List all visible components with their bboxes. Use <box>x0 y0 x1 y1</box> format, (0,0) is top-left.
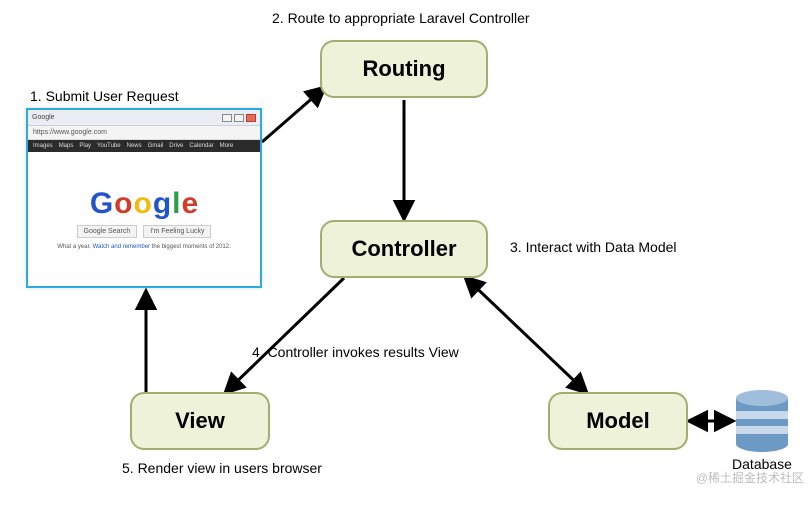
step-3-label: 3. Interact with Data Model <box>510 239 677 255</box>
view-node: View <box>130 392 270 450</box>
menu-item: Maps <box>59 143 74 149</box>
menu-item: Gmail <box>148 143 164 149</box>
browser-menubar: Images Maps Play YouTube News Gmail Drive Calen… <box>28 140 260 152</box>
menu-item: Drive <box>169 143 183 149</box>
browser-titlebar: Google <box>28 110 260 126</box>
address-text: https://www.google.com <box>33 129 107 136</box>
menu-item: News <box>127 143 142 149</box>
step-1-label: 1. Submit User Request <box>30 88 179 104</box>
address-bar: https://www.google.com <box>28 126 260 140</box>
google-search-button: Google Search <box>77 225 138 238</box>
menu-item: Calendar <box>189 143 213 149</box>
search-buttons: Google Search I'm Feeling Lucky <box>77 225 212 238</box>
browser-content: Google Google Search I'm Feeling Lucky W… <box>28 152 260 286</box>
browser-title: Google <box>32 114 55 121</box>
feeling-lucky-button: I'm Feeling Lucky <box>143 225 211 238</box>
database-icon <box>736 390 788 452</box>
controller-node: Controller <box>320 220 488 278</box>
edge-browser-routing <box>262 88 324 142</box>
watermark: @稀土掘金技术社区 <box>696 469 804 486</box>
step-2-label: 2. Route to appropriate Laravel Controll… <box>272 10 530 26</box>
browser-footnote: What a year. Watch and remember the bigg… <box>57 244 231 250</box>
routing-node: Routing <box>320 40 488 98</box>
menu-item: YouTube <box>97 143 121 149</box>
edge-controller-view <box>226 278 344 392</box>
edge-controller-model <box>466 278 586 392</box>
step-5-label: 5. Render view in users browser <box>122 460 322 476</box>
menu-item: More <box>220 143 234 149</box>
step-4-label: 4. Controller invokes results View <box>252 344 459 360</box>
google-doodle: Google <box>90 189 198 219</box>
window-controls <box>222 114 256 122</box>
model-node: Model <box>548 392 688 450</box>
menu-item: Images <box>33 143 53 149</box>
browser-window: Google https://www.google.com Images Maps… <box>26 108 262 288</box>
menu-item: Play <box>79 143 91 149</box>
